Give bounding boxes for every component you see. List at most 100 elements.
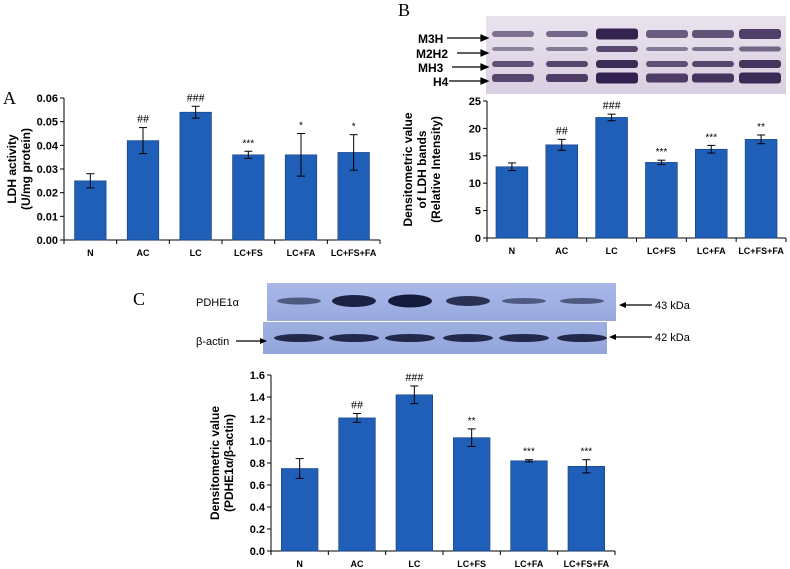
- chartc-y-tick-label: 0.2: [250, 524, 265, 536]
- actin-blot-band: [385, 334, 435, 342]
- ldh-blot-band: [492, 61, 534, 67]
- chartc-significance-label: ###: [405, 370, 423, 384]
- ldh-blot-band: [492, 31, 534, 37]
- ldh-blot-band: [546, 61, 588, 67]
- chartc-bar: [338, 417, 376, 552]
- charta-y-axis-label: LDH activity: [5, 134, 19, 204]
- chart-ldh-activity: 0.000.010.020.030.040.050.06N##AC###LC**…: [5, 90, 381, 258]
- band-arrows: [447, 34, 490, 85]
- ldh-blot-band: [739, 46, 781, 52]
- chartb-significance-label: ##: [556, 123, 568, 137]
- charta-y-tick-label: 0.02: [37, 188, 58, 200]
- charta-significance-label: *: [299, 121, 303, 132]
- chartb-y-axis-label: Densitometric value: [401, 112, 415, 226]
- charta-y-tick-label: 0.01: [37, 211, 58, 223]
- charta-significance-label: ***: [242, 138, 254, 149]
- chartc-y-tick-label: 1.4: [250, 392, 266, 404]
- chartc-y-tick-label: 0.4: [250, 502, 266, 514]
- ldh-blot-band: [692, 73, 734, 83]
- chartb-category-label: LC+FA: [697, 246, 726, 256]
- chartb-significance-label: ###: [603, 98, 621, 112]
- chartc-category-label: N: [296, 559, 303, 569]
- actin-blot-band: [274, 334, 324, 342]
- chartb-bar: [595, 117, 628, 239]
- ldh-blot-band: [692, 61, 734, 67]
- chartb-category-label: AC: [555, 246, 568, 256]
- chartb-category-label: LC+FS+FA: [738, 246, 784, 256]
- chartc-y-tick-label: 0.0: [250, 546, 265, 558]
- charta-significance-label: ###: [187, 90, 205, 104]
- pdhe1a-blot-background: [267, 283, 616, 321]
- band-label-m3h: M3H: [418, 32, 443, 46]
- chartb-significance-label: ***: [705, 132, 717, 143]
- charta-category-label: LC+FS+FA: [331, 248, 377, 258]
- chart-ldh-densitometry: 0 5 10 15 20 25 N ## AC ### LC *** LC+FS *** LC+FA ** LC…: [401, 96, 787, 256]
- panel-letter-b: B: [398, 0, 411, 20]
- chartb-bar: [695, 148, 728, 239]
- chartb-bar: [645, 162, 678, 239]
- band-label-h4: H4: [433, 75, 449, 89]
- charta-y-tick-label: 0.03: [37, 164, 58, 176]
- chartb-bar: [744, 139, 778, 239]
- charta-bar: [179, 111, 212, 241]
- chartc-y-tick-label: 1.0: [250, 436, 265, 448]
- kda43-arrowhead: [619, 302, 626, 308]
- charta-y-tick-label: 0.00: [37, 235, 58, 247]
- kda42-label: 42 kDa: [655, 332, 691, 344]
- actin-label-arrowhead: [260, 338, 267, 344]
- charta-bar: [74, 180, 107, 241]
- pdhe1a-blot-band: [388, 294, 432, 308]
- ldh-blot-band: [492, 74, 534, 82]
- charta-category-label: LC+FS: [234, 248, 263, 258]
- ldh-blot-band: [739, 29, 781, 39]
- chartc-category-label: LC+FS+FA: [564, 559, 610, 569]
- actin-blot-band: [557, 334, 607, 342]
- ldh-blot-band: [692, 30, 734, 38]
- chartb-y-tick-label: 15: [469, 151, 481, 163]
- pdhe1a-blot-band: [560, 298, 604, 304]
- chartb-y-axis-label: (Relative Intensity): [429, 116, 443, 223]
- chartc-category-label: AC: [351, 559, 364, 569]
- chartc-bar: [510, 460, 548, 552]
- actin-blot-band: [443, 334, 493, 342]
- panel-letter-c: C: [133, 289, 146, 309]
- actin-blot-band: [329, 334, 379, 342]
- chartb-y-tick-label: 10: [469, 178, 481, 190]
- actin-blot-band: [499, 334, 549, 342]
- charta-significance-label: *: [352, 122, 356, 133]
- charta-bar: [232, 154, 265, 241]
- ldh-blot-band: [739, 72, 781, 84]
- ldh-blot-band: [646, 73, 688, 83]
- ldh-blot-band: [546, 47, 588, 51]
- pdhe1a-label: PDHE1α: [196, 297, 240, 309]
- ldh-blot-band: [646, 47, 688, 51]
- chartc-significance-label: **: [468, 416, 476, 427]
- ldh-isozyme-blot: M3H M2H2 MH3 H4: [416, 16, 786, 94]
- ldh-blot-band: [692, 47, 734, 51]
- band-label-m2h2: M2H2: [416, 47, 448, 61]
- charta-y-tick-label: 0.06: [37, 93, 58, 105]
- charta-y-axis-label: (U/mg protein): [19, 128, 33, 210]
- ldh-blot-band: [546, 31, 588, 37]
- chartc-y-tick-label: 0.6: [250, 480, 265, 492]
- chartc-significance-label: ***: [523, 447, 535, 458]
- chartc-category-label: LC+FA: [515, 559, 544, 569]
- chartc-bar: [281, 468, 319, 552]
- kda42-arrowhead: [609, 334, 616, 340]
- chartc-bar: [453, 437, 491, 552]
- charta-category-label: LC: [190, 248, 202, 258]
- pdhe1a-blot-band: [332, 295, 376, 307]
- chartb-y-tick-label: 20: [469, 123, 481, 135]
- charta-category-label: N: [87, 248, 94, 258]
- chartb-y-tick-label: 0: [475, 233, 481, 245]
- chartc-y-tick-label: 1.2: [250, 414, 265, 426]
- chartb-category-label: LC+FS: [647, 246, 676, 256]
- chartb-y-axis-label: of LDH bands: [415, 130, 429, 208]
- chartc-significance-label: ##: [351, 398, 363, 412]
- chart-pdhe1a-densitometry: 0.0 0.2 0.4 0.6 0.8 1.0 1.2 1.4 1.6 N ## AC ### LC ** L…: [208, 370, 616, 569]
- chartb-bar: [495, 166, 529, 239]
- charta-significance-label: ##: [137, 112, 149, 126]
- pdhe1a-blot-band: [277, 297, 321, 305]
- ldh-blot-band: [596, 46, 638, 52]
- chartc-y-axis-label: Densitometric value: [208, 406, 222, 520]
